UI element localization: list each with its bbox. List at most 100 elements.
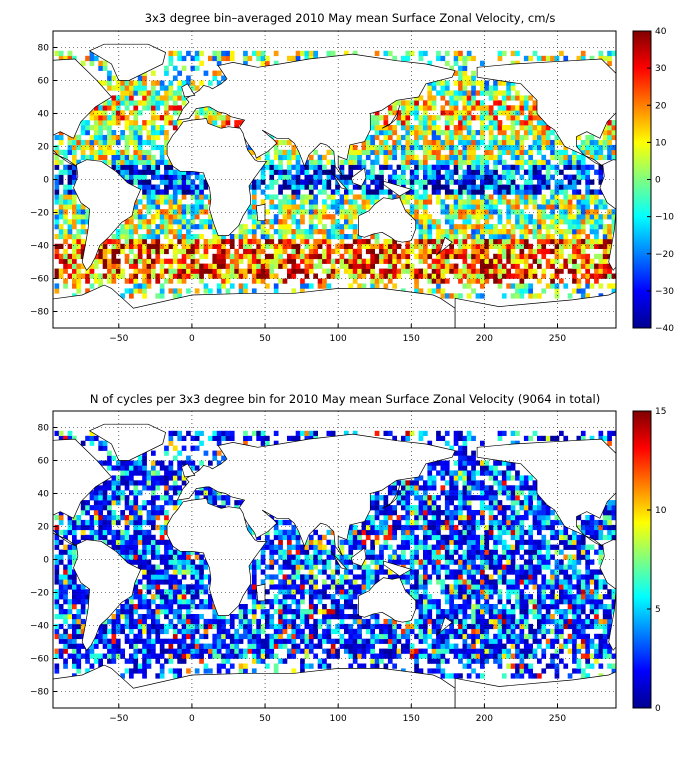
- bin-cell: [348, 263, 354, 269]
- bin-cell: [501, 50, 507, 57]
- bin-cell: [427, 90, 433, 96]
- bin-cell: [194, 623, 200, 630]
- bin-cell: [493, 263, 498, 269]
- bin-cell: [269, 584, 275, 590]
- bin-cell: [370, 653, 375, 659]
- bin-cell: [260, 614, 266, 620]
- bin-cell: [295, 430, 301, 436]
- bin-cell: [212, 243, 218, 249]
- bin-cell: [164, 234, 169, 240]
- bin-cell: [247, 648, 253, 654]
- bin-cell: [431, 243, 437, 249]
- bin-cell: [111, 115, 117, 121]
- bin-cell: [142, 258, 147, 264]
- bin-cell: [287, 164, 292, 170]
- bin-cell: [475, 234, 481, 240]
- bin-cell: [168, 485, 174, 491]
- bin-cell: [357, 643, 362, 649]
- bin-cell: [243, 614, 248, 620]
- bin-cell: [181, 204, 187, 210]
- bin-cell: [291, 435, 297, 441]
- bin-cell: [72, 633, 77, 640]
- bin-cell: [541, 154, 547, 161]
- bin-cell: [190, 179, 196, 185]
- bin-cell: [291, 55, 297, 62]
- bin-cell: [550, 194, 555, 200]
- bin-cell: [129, 515, 134, 521]
- bin-cell: [164, 539, 169, 545]
- bin-cell: [488, 115, 494, 121]
- bin-cell: [322, 633, 327, 640]
- bin-cell: [172, 90, 178, 96]
- bin-cell: [352, 199, 358, 205]
- bin-cell: [572, 224, 577, 230]
- bin-cell: [129, 278, 134, 284]
- bin-cell: [133, 149, 139, 155]
- bin-cell: [295, 554, 301, 560]
- bin-cell: [256, 184, 261, 190]
- bin-cell: [190, 465, 196, 471]
- bin-cell: [493, 144, 498, 151]
- bin-cell: [352, 263, 358, 269]
- bin-cell: [137, 184, 143, 190]
- bin-cell: [164, 248, 169, 255]
- bin-cell: [339, 159, 345, 165]
- bin-cell: [137, 258, 143, 264]
- bin-cell: [151, 268, 156, 274]
- bin-cell: [177, 618, 182, 625]
- bin-cell: [269, 134, 275, 141]
- bin-cell: [98, 658, 103, 664]
- bin-cell: [142, 288, 147, 294]
- bin-cell: [111, 490, 117, 496]
- bin-cell: [401, 105, 406, 111]
- bin-cell: [177, 55, 182, 62]
- bin-cell: [146, 204, 152, 210]
- bin-cell: [203, 559, 209, 565]
- bin-cell: [89, 60, 95, 66]
- bin-cell: [137, 460, 143, 466]
- bin-cell: [335, 653, 340, 659]
- bin-cell: [67, 549, 73, 555]
- bin-cell: [418, 234, 424, 240]
- bin-cell: [63, 628, 68, 635]
- bin-cell: [146, 263, 152, 269]
- bin-cell: [532, 219, 538, 225]
- bin-cell: [186, 643, 191, 649]
- bin-cell: [475, 130, 481, 136]
- bin-cell: [453, 60, 459, 66]
- bin-cell: [589, 214, 595, 220]
- bin-cell: [453, 70, 459, 76]
- bin-cell: [361, 584, 367, 590]
- bin-cell: [229, 614, 235, 620]
- bin-cell: [436, 194, 441, 200]
- bin-cell: [510, 199, 516, 205]
- bin-cell: [523, 288, 529, 294]
- bin-cell: [72, 589, 77, 595]
- bin-cell: [352, 273, 358, 279]
- bin-cell: [225, 430, 231, 436]
- bin-cell: [519, 199, 525, 205]
- bin-cell: [453, 179, 459, 185]
- bin-cell: [471, 115, 476, 121]
- bin-cell: [146, 224, 152, 230]
- bin-cell: [186, 238, 191, 245]
- bin-cell: [602, 144, 608, 151]
- bin-cell: [67, 258, 73, 264]
- bin-cell: [545, 179, 551, 185]
- bin-cell: [427, 179, 433, 185]
- bin-cell: [203, 623, 209, 630]
- bin-cell: [295, 643, 301, 649]
- bin-cell: [300, 564, 305, 570]
- bin-cell: [348, 614, 354, 620]
- bin-cell: [151, 139, 156, 146]
- bin-cell: [541, 204, 547, 210]
- bin-cell: [72, 253, 77, 260]
- bin-cell: [330, 599, 336, 605]
- bin-cell: [313, 214, 318, 220]
- bin-cell: [370, 139, 375, 146]
- bin-cell: [326, 214, 332, 220]
- bin-cell: [370, 658, 375, 664]
- bin-cell: [308, 554, 314, 560]
- bin-cell: [291, 594, 297, 600]
- bin-cell: [243, 633, 248, 640]
